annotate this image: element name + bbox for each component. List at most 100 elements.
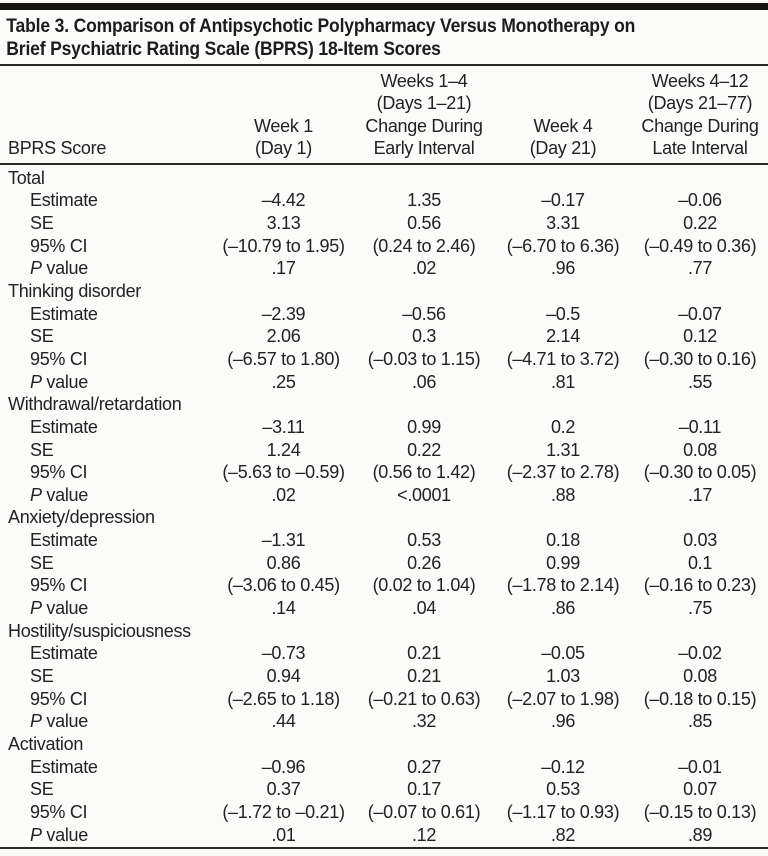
row-label: P value bbox=[30, 484, 88, 505]
cell: 1.03 bbox=[546, 666, 580, 687]
cell: .32 bbox=[411, 711, 437, 732]
table-row: 95% CI (–3.06 to 0.45) (0.02 to 1.04) (–1.7… bbox=[0, 574, 768, 597]
cell: (0.02 to 1.04) bbox=[372, 575, 476, 596]
title-divider bbox=[0, 64, 768, 66]
table-row: Estimate –3.11 0.99 0.2 –0.11 bbox=[0, 416, 768, 439]
column-header-line: Weeks 1–4 bbox=[380, 71, 468, 91]
cell: –1.31 bbox=[261, 530, 306, 551]
top-rule bbox=[0, 3, 768, 10]
cell: .02 bbox=[411, 258, 437, 279]
cell: (–0.30 to 0.05) bbox=[643, 462, 757, 483]
cell: 3.13 bbox=[266, 212, 301, 233]
column-header: Week 1 (Day 1) bbox=[213, 66, 354, 165]
cell: .75 bbox=[687, 598, 713, 619]
table-row: Estimate –0.73 0.21 –0.05 –0.02 bbox=[0, 642, 768, 665]
row-label: Estimate bbox=[30, 416, 98, 437]
table-row: P value .01 .12 .82 .89 bbox=[0, 824, 768, 847]
cell: –0.17 bbox=[541, 190, 585, 211]
table-row: SE 2.06 0.3 2.14 0.12 bbox=[0, 325, 768, 348]
cell: 0.53 bbox=[407, 530, 441, 551]
cell: (–2.07 to 1.98) bbox=[506, 688, 620, 709]
cell: .12 bbox=[411, 824, 437, 845]
cell: 0.21 bbox=[407, 643, 441, 664]
section-label: Withdrawal/retardation bbox=[8, 394, 182, 415]
table-row: P value .17 .02 .96 .77 bbox=[0, 257, 768, 280]
cell: (–5.63 to –0.59) bbox=[222, 462, 345, 483]
cell: 0.86 bbox=[266, 552, 301, 573]
cell: .04 bbox=[411, 598, 437, 619]
cell: 0.99 bbox=[407, 416, 441, 437]
cell: (–6.70 to 6.36) bbox=[506, 235, 620, 256]
column-header-line: (Days 1–21) bbox=[376, 93, 472, 114]
cell: –0.06 bbox=[678, 190, 722, 211]
cell: –0.07 bbox=[678, 303, 722, 324]
section-row: Withdrawal/retardation bbox=[0, 393, 768, 416]
cell: 0.17 bbox=[407, 779, 441, 800]
cell: (–0.18 to 0.15) bbox=[643, 688, 757, 709]
row-label: P value bbox=[30, 258, 88, 279]
cell: 0.37 bbox=[266, 779, 301, 800]
cell: –0.5 bbox=[546, 303, 580, 324]
table-row: 95% CI (–6.57 to 1.80) (–0.03 to 1.15) (–4.… bbox=[0, 348, 768, 371]
cell: 0.2 bbox=[550, 416, 576, 437]
cell: .06 bbox=[411, 371, 437, 392]
cell: 0.08 bbox=[683, 666, 717, 687]
table-body: Total Estimate –4.42 1.35 –0.17 –0.06 SE 3.13 0.… bbox=[0, 164, 768, 847]
column-header-line: Week 4 bbox=[533, 115, 593, 136]
cell: (–2.65 to 1.18) bbox=[227, 688, 340, 709]
bprs-table: BPRS Score Week 1 (Day 1) Weeks 1–4 (Days 1… bbox=[0, 66, 768, 846]
table-row: Estimate –2.39 –0.56 –0.5 –0.07 bbox=[0, 303, 768, 326]
row-label: SE bbox=[30, 779, 54, 800]
column-header-line: (Days 21–77) bbox=[647, 93, 753, 114]
table-row: 95% CI (–1.72 to –0.21) (–0.07 to 0.61) (–1… bbox=[0, 801, 768, 824]
cell: (–0.03 to 1.15) bbox=[367, 348, 481, 369]
column-header-line: Weeks 4–12 bbox=[651, 71, 749, 91]
table-row: 95% CI (–5.63 to –0.59) (0.56 to 1.42) (–2.… bbox=[0, 461, 768, 484]
row-label: SE bbox=[30, 666, 54, 687]
cell: .17 bbox=[687, 484, 713, 505]
section-label: Anxiety/depression bbox=[8, 507, 155, 528]
cell: 0.08 bbox=[683, 439, 717, 460]
table-row: P value .02 <.0001 .88 .17 bbox=[0, 484, 768, 507]
table-row: Estimate –0.96 0.27 –0.12 –0.01 bbox=[0, 756, 768, 779]
cell: .81 bbox=[550, 371, 576, 392]
row-label: P value bbox=[30, 371, 88, 392]
cell: .88 bbox=[550, 484, 576, 505]
cell: 0.99 bbox=[546, 552, 580, 573]
cell: (0.56 to 1.42) bbox=[372, 462, 476, 483]
column-header-line: Change During bbox=[365, 115, 483, 136]
cell: 0.56 bbox=[407, 212, 441, 233]
bottom-divider bbox=[0, 847, 768, 850]
table-row: P value .44 .32 .96 .85 bbox=[0, 710, 768, 733]
row-label: SE bbox=[30, 326, 54, 347]
cell: (0.24 to 2.46) bbox=[372, 235, 476, 256]
column-header: Weeks 1–4 (Days 1–21) Change During Early I… bbox=[354, 66, 494, 165]
row-label: Estimate bbox=[30, 190, 98, 211]
cell: .55 bbox=[687, 371, 713, 392]
row-label: 95% CI bbox=[30, 235, 88, 256]
row-label: P value bbox=[30, 824, 88, 845]
column-header-line: Week 1 bbox=[254, 115, 313, 136]
table-row: SE 0.94 0.21 1.03 0.08 bbox=[0, 665, 768, 688]
cell: 0.27 bbox=[407, 756, 441, 777]
cell: (–1.17 to 0.93) bbox=[506, 802, 620, 822]
cell: .85 bbox=[687, 711, 713, 732]
cell: 1.24 bbox=[266, 439, 301, 460]
cell: .01 bbox=[271, 824, 296, 845]
section-row: Thinking disorder bbox=[0, 280, 768, 303]
section-label: Activation bbox=[8, 734, 84, 755]
cell: (–0.49 to 0.36) bbox=[643, 235, 757, 256]
cell: 2.14 bbox=[546, 326, 580, 347]
cell: (–6.57 to 1.80) bbox=[227, 348, 340, 369]
section-row: Hostility/suspiciousness bbox=[0, 620, 768, 643]
column-header: Weeks 4–12 (Days 21–77) Change During Late … bbox=[632, 66, 768, 165]
cell: –2.39 bbox=[261, 303, 306, 324]
cell: (–3.06 to 0.45) bbox=[227, 575, 340, 596]
row-label: SE bbox=[30, 439, 54, 460]
cell: .14 bbox=[271, 598, 296, 619]
cell: 2.06 bbox=[266, 326, 301, 347]
cell: –0.05 bbox=[541, 643, 585, 664]
cell: 0.03 bbox=[683, 530, 717, 551]
cell: <.0001 bbox=[397, 484, 451, 505]
column-header-line: Early Interval bbox=[373, 138, 475, 159]
